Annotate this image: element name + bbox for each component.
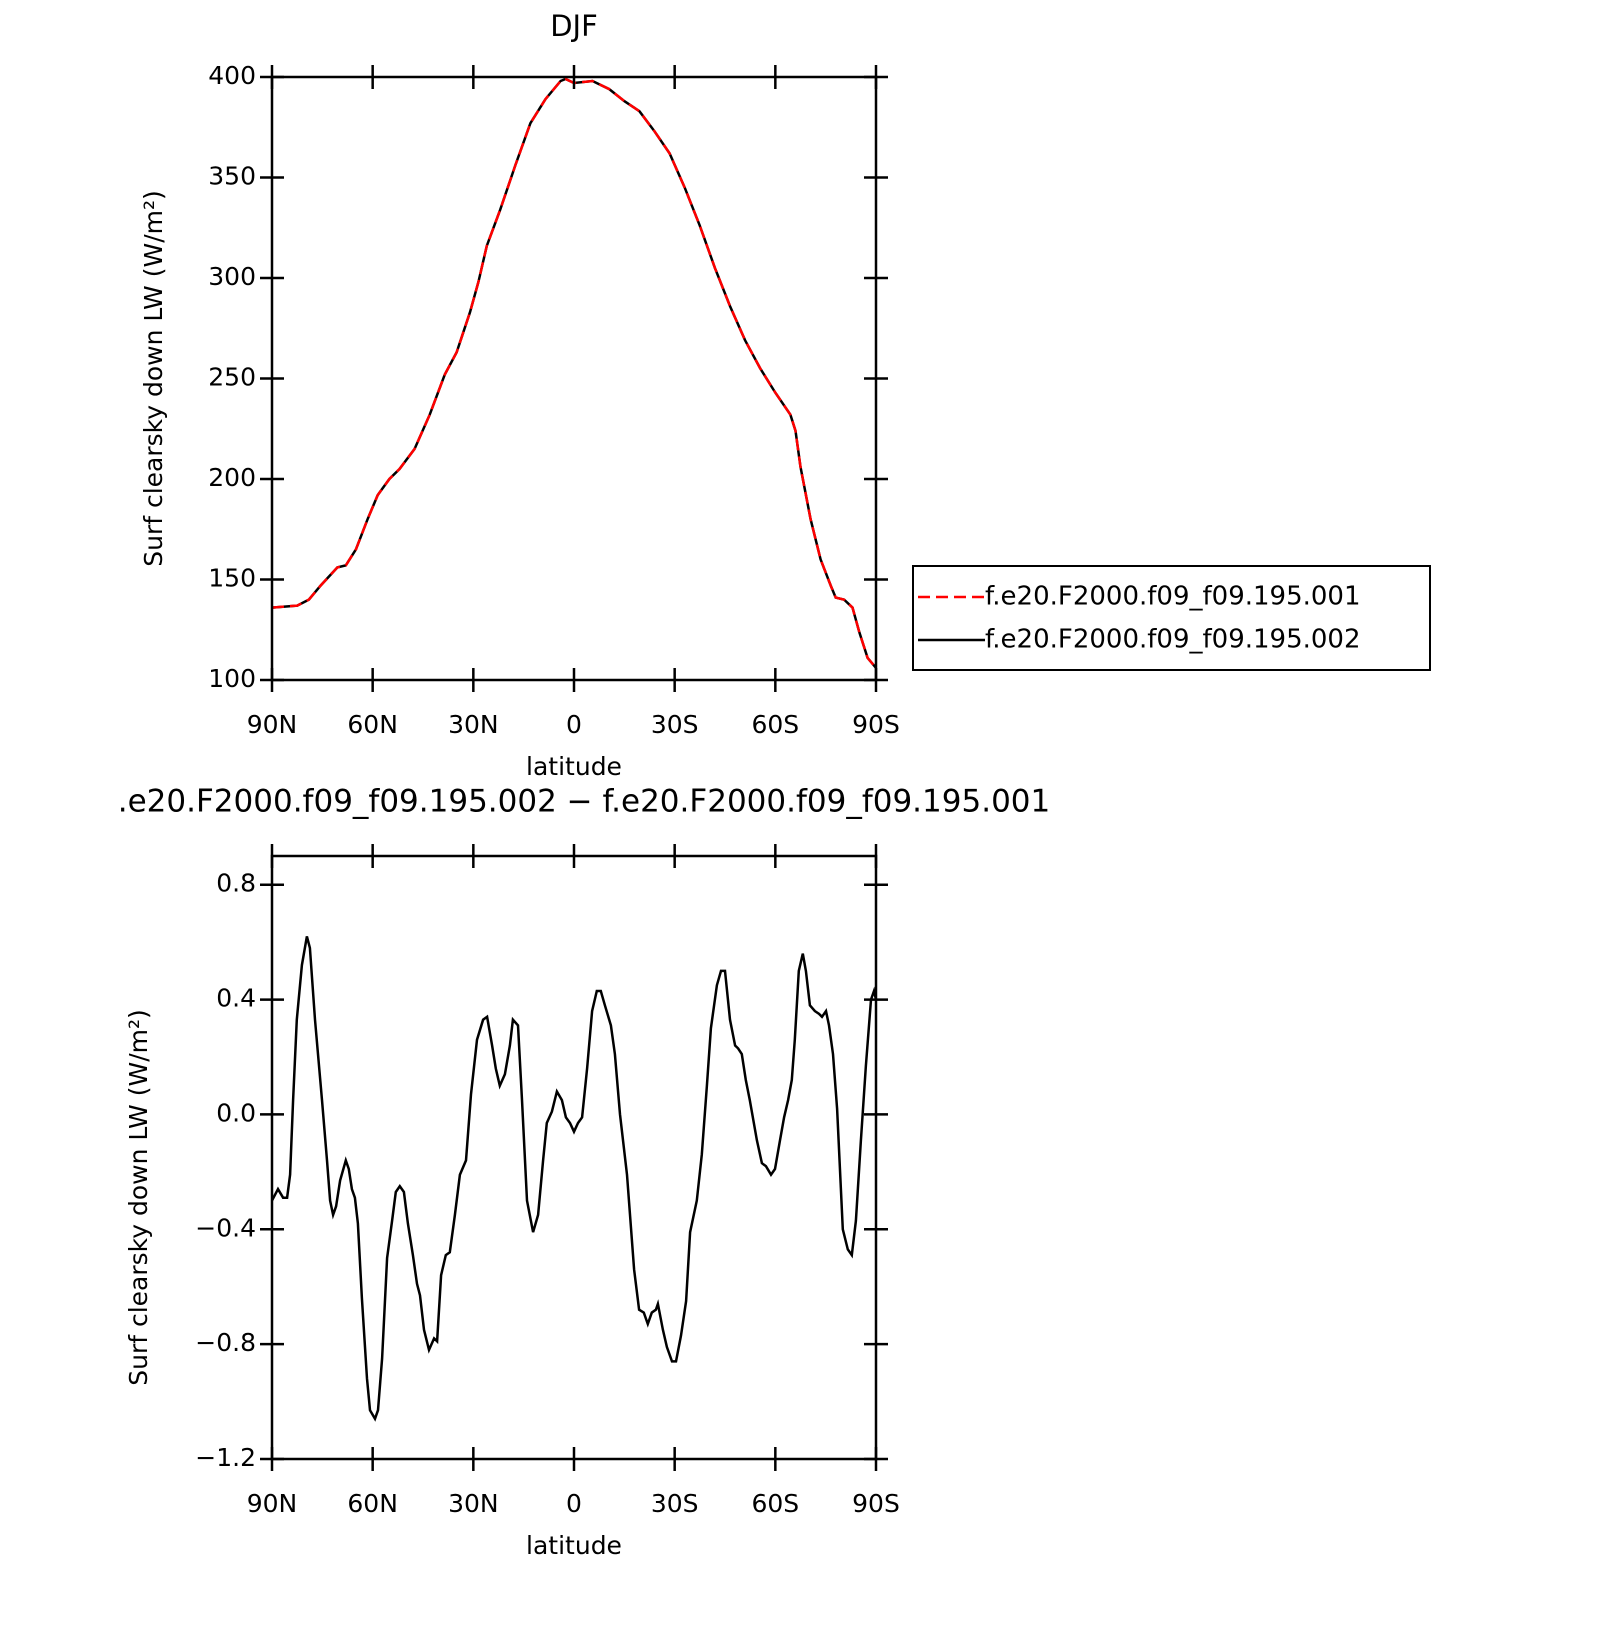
y-tick-label: 350 <box>208 162 256 191</box>
x-tick-label: 60N <box>347 1489 398 1518</box>
y-tick-label: 250 <box>208 363 256 392</box>
y-axis-label: Surf clearsky down LW (W/m²) <box>124 1009 153 1386</box>
x-tick-label: 30N <box>448 710 499 739</box>
x-tick-label: 30S <box>651 1489 699 1518</box>
x-tick-label: 60S <box>751 710 799 739</box>
y-tick-label: 200 <box>208 463 256 492</box>
x-tick-label: 60S <box>751 1489 799 1518</box>
data-line <box>270 936 878 1422</box>
x-tick-label: 0 <box>566 1489 582 1518</box>
x-tick-label: 90N <box>247 710 298 739</box>
data-line <box>271 77 877 669</box>
chart-title: DJF <box>550 9 598 43</box>
plot-frame <box>270 854 878 1461</box>
y-axis-label: Surf clearsky down LW (W/m²) <box>139 190 168 567</box>
x-tick-label: 90N <box>247 1489 298 1518</box>
y-tick-label: 100 <box>208 664 256 693</box>
x-tick-label: 90S <box>852 1489 900 1518</box>
x-tick-label: 30S <box>651 710 699 739</box>
x-tick-label: 60N <box>347 710 398 739</box>
x-tick-label: 30N <box>448 1489 499 1518</box>
chart-title: .e20.F2000.f09_f09.195.002 − f.e20.F2000… <box>118 784 1050 820</box>
legend-label: f.e20.F2000.f09_f09.195.001 <box>985 582 1361 612</box>
x-axis-label: latitude <box>526 752 622 781</box>
y-tick-label: 0.0 <box>216 1098 256 1127</box>
y-tick-label: −1.2 <box>195 1443 256 1472</box>
y-tick-label: 0.4 <box>216 984 256 1013</box>
y-tick-label: 400 <box>208 61 256 90</box>
y-tick-label: −0.8 <box>195 1328 256 1357</box>
x-tick-label: 0 <box>566 710 582 739</box>
data-line <box>271 77 877 669</box>
x-tick-label: 90S <box>852 710 900 739</box>
x-axis-label: latitude <box>526 1531 622 1560</box>
plot-frame <box>270 75 878 682</box>
legend-label: f.e20.F2000.f09_f09.195.002 <box>985 625 1361 655</box>
legend-box <box>912 565 1431 671</box>
y-tick-label: 150 <box>208 564 256 593</box>
y-tick-label: −0.4 <box>195 1213 256 1242</box>
y-tick-label: 0.8 <box>216 869 256 898</box>
y-tick-label: 300 <box>208 262 256 291</box>
